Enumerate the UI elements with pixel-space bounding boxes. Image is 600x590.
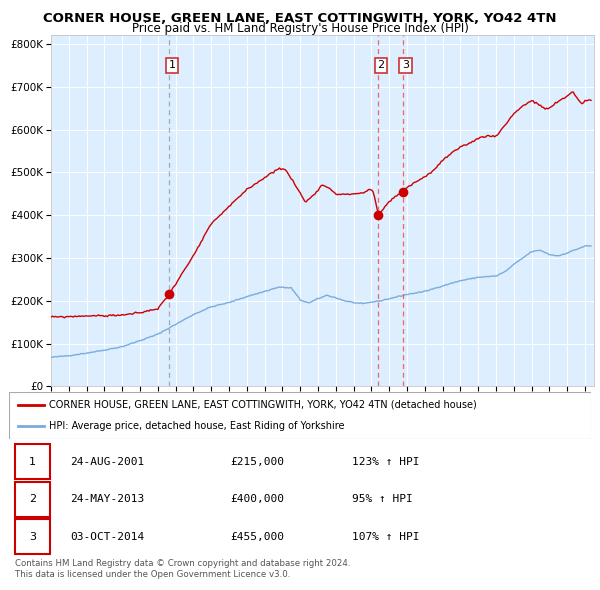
Text: 3: 3 bbox=[29, 532, 36, 542]
Bar bbox=[15, 481, 50, 517]
Bar bbox=[15, 444, 50, 479]
Text: Price paid vs. HM Land Registry's House Price Index (HPI): Price paid vs. HM Land Registry's House … bbox=[131, 22, 469, 35]
Text: 1: 1 bbox=[169, 60, 175, 70]
Text: £400,000: £400,000 bbox=[230, 494, 284, 504]
Text: £455,000: £455,000 bbox=[230, 532, 284, 542]
Text: This data is licensed under the Open Government Licence v3.0.: This data is licensed under the Open Gov… bbox=[15, 570, 290, 579]
Text: 24-MAY-2013: 24-MAY-2013 bbox=[70, 494, 145, 504]
Text: £215,000: £215,000 bbox=[230, 457, 284, 467]
Text: 24-AUG-2001: 24-AUG-2001 bbox=[70, 457, 145, 467]
Text: Contains HM Land Registry data © Crown copyright and database right 2024.: Contains HM Land Registry data © Crown c… bbox=[15, 559, 350, 568]
Text: 1: 1 bbox=[29, 457, 36, 467]
Text: HPI: Average price, detached house, East Riding of Yorkshire: HPI: Average price, detached house, East… bbox=[49, 421, 344, 431]
Bar bbox=[15, 519, 50, 554]
Text: CORNER HOUSE, GREEN LANE, EAST COTTINGWITH, YORK, YO42 4TN: CORNER HOUSE, GREEN LANE, EAST COTTINGWI… bbox=[43, 12, 557, 25]
Text: 2: 2 bbox=[29, 494, 36, 504]
Text: 03-OCT-2014: 03-OCT-2014 bbox=[70, 532, 145, 542]
Text: 123% ↑ HPI: 123% ↑ HPI bbox=[352, 457, 420, 467]
Text: CORNER HOUSE, GREEN LANE, EAST COTTINGWITH, YORK, YO42 4TN (detached house): CORNER HOUSE, GREEN LANE, EAST COTTINGWI… bbox=[49, 399, 476, 409]
Text: 107% ↑ HPI: 107% ↑ HPI bbox=[352, 532, 420, 542]
Text: 95% ↑ HPI: 95% ↑ HPI bbox=[352, 494, 413, 504]
Text: 3: 3 bbox=[402, 60, 409, 70]
Text: 2: 2 bbox=[377, 60, 385, 70]
